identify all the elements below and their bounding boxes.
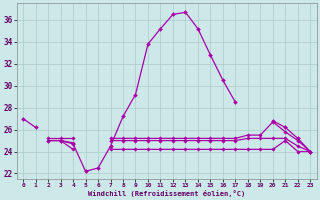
X-axis label: Windchill (Refroidissement éolien,°C): Windchill (Refroidissement éolien,°C) [88,190,245,197]
